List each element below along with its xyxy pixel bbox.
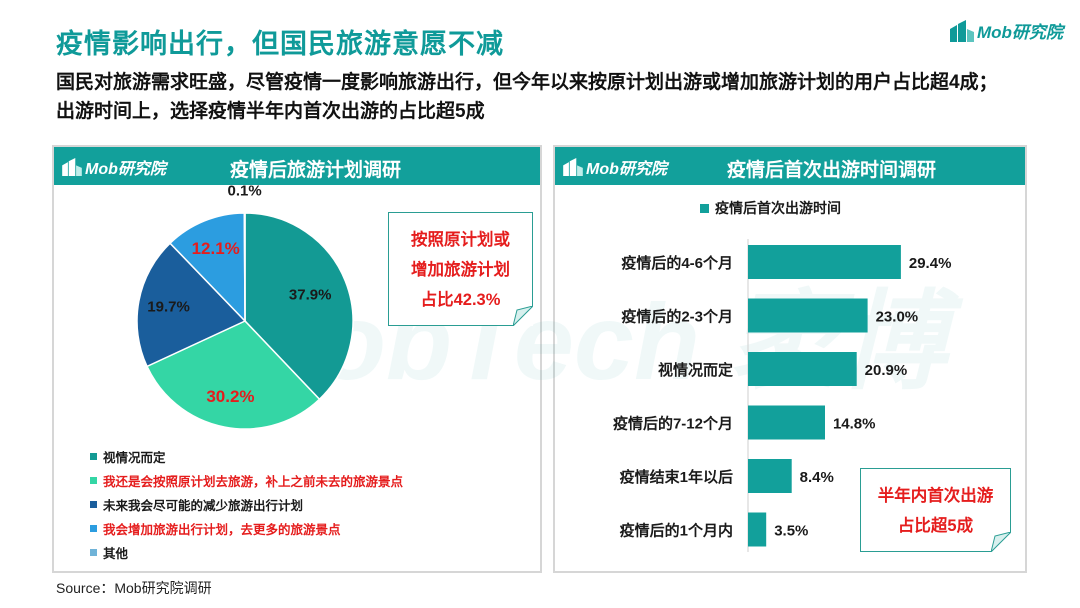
legend-item: 我会增加旅游出行计划，去更多的旅游景点 xyxy=(90,516,403,540)
pie-legend: 视情况而定我还是会按照原计划去旅游，补上之前未去的旅游景点 未来我会尽可能的减少旅… xyxy=(90,444,403,564)
pie-data-label: 19.7% xyxy=(147,298,190,316)
page-fold-icon xyxy=(513,306,533,326)
right-chart-panel: Mob研究院 疫情后首次出游时间调研 xyxy=(553,145,1027,573)
mob-logo-icon xyxy=(62,158,82,176)
callout-line: 占比42.3% xyxy=(420,291,501,309)
brand-logo: Mob研究院 xyxy=(950,18,1063,43)
right-panel-title: 疫情后首次出游时间调研 xyxy=(727,160,937,181)
right-panel-header: Mob研究院 疫情后首次出游时间调研 xyxy=(555,147,1025,185)
callout-line: 占比超5成 xyxy=(897,517,974,535)
legend-swatch xyxy=(90,476,97,484)
legend-item: 视情况而定 xyxy=(90,444,403,468)
legend-label: 疫情后首次出游时间 xyxy=(715,200,841,216)
right-callout: 半年内首次出游 占比超5成 xyxy=(860,468,1011,552)
page-title: 疫情影响出行，但国民旅游意愿不减 xyxy=(56,29,504,59)
legend-label: 我会增加旅游出行计划，去更多的旅游景点 xyxy=(103,522,341,537)
mob-logo-icon xyxy=(950,19,974,42)
panel-logo-text: Mob研究院 xyxy=(586,161,667,178)
panel-logo-text: Mob研究院 xyxy=(85,161,166,178)
page-subtitle: 国民对旅游需求旺盛，尽管疫情一度影响旅游出行，但今年以来按原计划出游或增加旅游计… xyxy=(56,72,998,122)
pie-data-label: 12.1% xyxy=(191,238,240,258)
pie-data-label: 30.2% xyxy=(206,387,255,407)
callout-line: 增加旅游计划 xyxy=(411,261,510,279)
watermark: MobTech 袤博 xyxy=(230,281,946,402)
pie-data-label: 37.9% xyxy=(288,286,332,304)
mob-logo-icon xyxy=(563,158,583,176)
pie-data-label: 0.1% xyxy=(227,182,262,200)
legend-item: 未来我会尽可能的减少旅游出行计划 xyxy=(90,492,403,516)
legend-label: 视情况而定 xyxy=(103,450,166,465)
legend-item: 我还是会按照原计划去旅游，补上之前未去的旅游景点 xyxy=(90,468,403,492)
left-callout: 按照原计划或 增加旅游计划 占比42.3% xyxy=(388,212,533,326)
callout-line: 按照原计划或 xyxy=(411,231,510,249)
legend-label: 我还是会按照原计划去旅游，补上之前未去的旅游景点 xyxy=(103,474,404,489)
legend-swatch xyxy=(90,524,97,532)
brand-name: Mob研究院 xyxy=(977,23,1063,42)
panel-logo: Mob研究院 xyxy=(563,155,667,179)
left-panel-header: Mob研究院 疫情后旅游计划调研 xyxy=(54,147,540,185)
page-fold-icon xyxy=(991,532,1011,552)
bar-legend: 疫情后首次出游时间 xyxy=(700,198,841,218)
legend-label: 未来我会尽可能的减少旅游出行计划 xyxy=(103,498,304,513)
source-note: Source：Mob研究院调研 xyxy=(56,580,212,596)
legend-item: 其他 xyxy=(90,540,403,564)
legend-swatch xyxy=(90,452,97,460)
legend-swatch xyxy=(90,500,97,508)
panel-logo: Mob研究院 xyxy=(62,155,166,179)
legend-label: 其他 xyxy=(103,546,129,561)
legend-swatch xyxy=(90,548,97,556)
left-panel-title: 疫情后旅游计划调研 xyxy=(230,160,402,181)
legend-swatch xyxy=(700,203,709,213)
callout-line: 半年内首次出游 xyxy=(877,487,994,505)
